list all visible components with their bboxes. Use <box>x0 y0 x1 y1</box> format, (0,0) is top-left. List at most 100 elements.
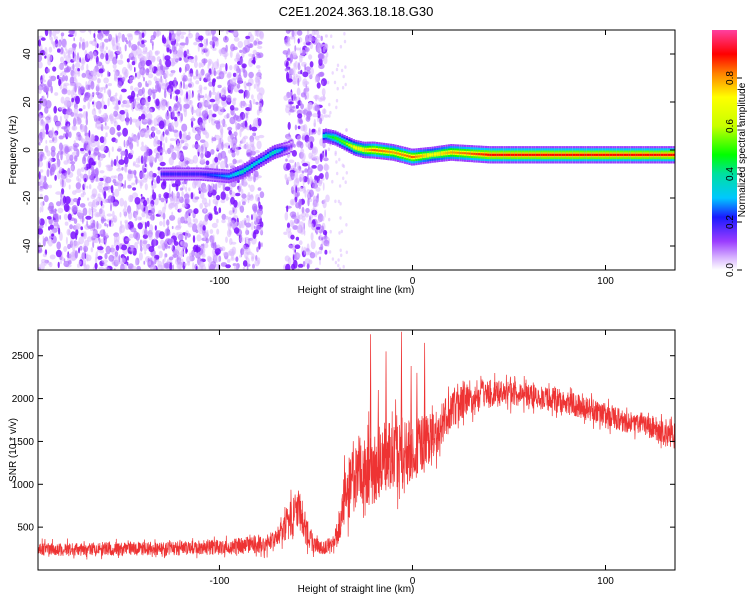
noise-speckle <box>204 146 208 156</box>
noise-speckle <box>238 222 241 230</box>
noise-speckle <box>229 65 233 71</box>
ridge-cell <box>452 151 455 154</box>
noise-speckle <box>122 184 125 189</box>
noise-speckle <box>171 211 174 217</box>
noise-speckle <box>336 63 340 68</box>
noise-speckle <box>193 60 198 69</box>
noise-speckle <box>160 152 162 156</box>
noise-speckle <box>248 71 254 79</box>
noise-speckle <box>130 90 136 100</box>
noise-speckle <box>245 227 248 236</box>
noise-speckle <box>209 40 214 46</box>
noise-speckle <box>198 229 205 235</box>
noise-speckle <box>198 101 204 111</box>
noise-speckle <box>133 87 140 92</box>
noise-speckle <box>307 197 310 207</box>
noise-speckle <box>142 65 145 71</box>
noise-speckle <box>105 233 109 238</box>
noise-speckle <box>80 167 85 173</box>
noise-speckle <box>100 216 105 224</box>
noise-speckle <box>296 87 301 96</box>
noise-speckle <box>155 129 161 135</box>
noise-speckle <box>50 85 53 94</box>
noise-speckle <box>221 213 227 220</box>
noise-speckle <box>71 43 77 48</box>
noise-speckle <box>285 263 291 270</box>
ridge-cell <box>484 153 487 156</box>
noise-speckle <box>210 149 215 155</box>
noise-speckle <box>44 55 47 59</box>
noise-speckle <box>289 198 296 206</box>
noise-speckle <box>345 250 348 255</box>
y-tick-label: -20 <box>22 190 33 205</box>
ridge-cell <box>619 153 622 156</box>
noise-speckle <box>108 33 113 42</box>
noise-speckle <box>60 151 63 161</box>
ridge-cell <box>396 152 399 155</box>
noise-speckle <box>242 113 245 120</box>
noise-speckle <box>63 258 66 263</box>
noise-speckle <box>297 113 303 119</box>
noise-speckle <box>131 61 136 66</box>
ridge-cell <box>376 149 379 152</box>
ridge-cell <box>470 152 474 155</box>
noise-speckle <box>92 68 97 77</box>
noise-speckle <box>210 239 213 244</box>
noise-speckle <box>287 121 291 130</box>
noise-speckle <box>309 61 314 68</box>
noise-speckle <box>315 250 318 258</box>
noise-speckle <box>254 259 260 267</box>
noise-speckle <box>38 224 44 229</box>
ridge-cell <box>628 153 631 156</box>
ridge-cell <box>521 153 525 156</box>
noise-speckle <box>259 31 265 40</box>
noise-speckle <box>92 114 98 119</box>
noise-speckle <box>192 235 196 243</box>
noise-speckle <box>185 91 189 100</box>
noise-speckle <box>61 256 65 262</box>
noise-speckle <box>198 95 204 99</box>
ridge-cell <box>447 151 450 154</box>
noise-speckle <box>145 151 149 157</box>
noise-speckle <box>340 229 343 234</box>
noise-speckle <box>69 154 74 162</box>
noise-speckle <box>91 40 98 46</box>
ridge-cell <box>482 153 485 156</box>
noise-speckle <box>140 155 144 165</box>
noise-speckle <box>195 229 199 234</box>
noise-speckle <box>103 136 107 142</box>
ridge-cell <box>644 153 647 156</box>
noise-speckle <box>137 88 144 97</box>
noise-speckle <box>205 48 210 57</box>
noise-speckle <box>124 179 126 189</box>
noise-speckle <box>307 193 310 199</box>
noise-speckle <box>76 168 82 177</box>
noise-speckle <box>165 59 172 68</box>
ridge-cell <box>445 152 448 154</box>
noise-speckle <box>134 56 137 65</box>
ridge-cell <box>596 153 599 156</box>
ridge-cell <box>623 153 626 156</box>
noise-speckle <box>112 210 115 219</box>
noise-speckle <box>190 120 194 128</box>
noise-speckle <box>117 77 121 81</box>
noise-speckle <box>169 214 176 221</box>
noise-speckle <box>312 113 319 118</box>
noise-speckle <box>194 196 200 200</box>
noise-speckle <box>177 139 179 149</box>
noise-speckle <box>113 234 117 243</box>
noise-speckle <box>315 187 321 192</box>
noise-speckle <box>220 199 226 204</box>
noise-speckle <box>241 219 245 229</box>
noise-speckle <box>252 98 256 105</box>
noise-speckle <box>69 252 76 258</box>
noise-speckle <box>195 108 202 117</box>
noise-speckle <box>202 219 208 226</box>
ridge-cell <box>422 154 425 157</box>
noise-speckle <box>220 246 226 252</box>
ridge-cell <box>630 153 633 156</box>
ridge-cell <box>399 153 402 156</box>
noise-speckle <box>140 113 146 120</box>
noise-speckle <box>232 46 238 51</box>
ridge-cell <box>512 153 515 156</box>
